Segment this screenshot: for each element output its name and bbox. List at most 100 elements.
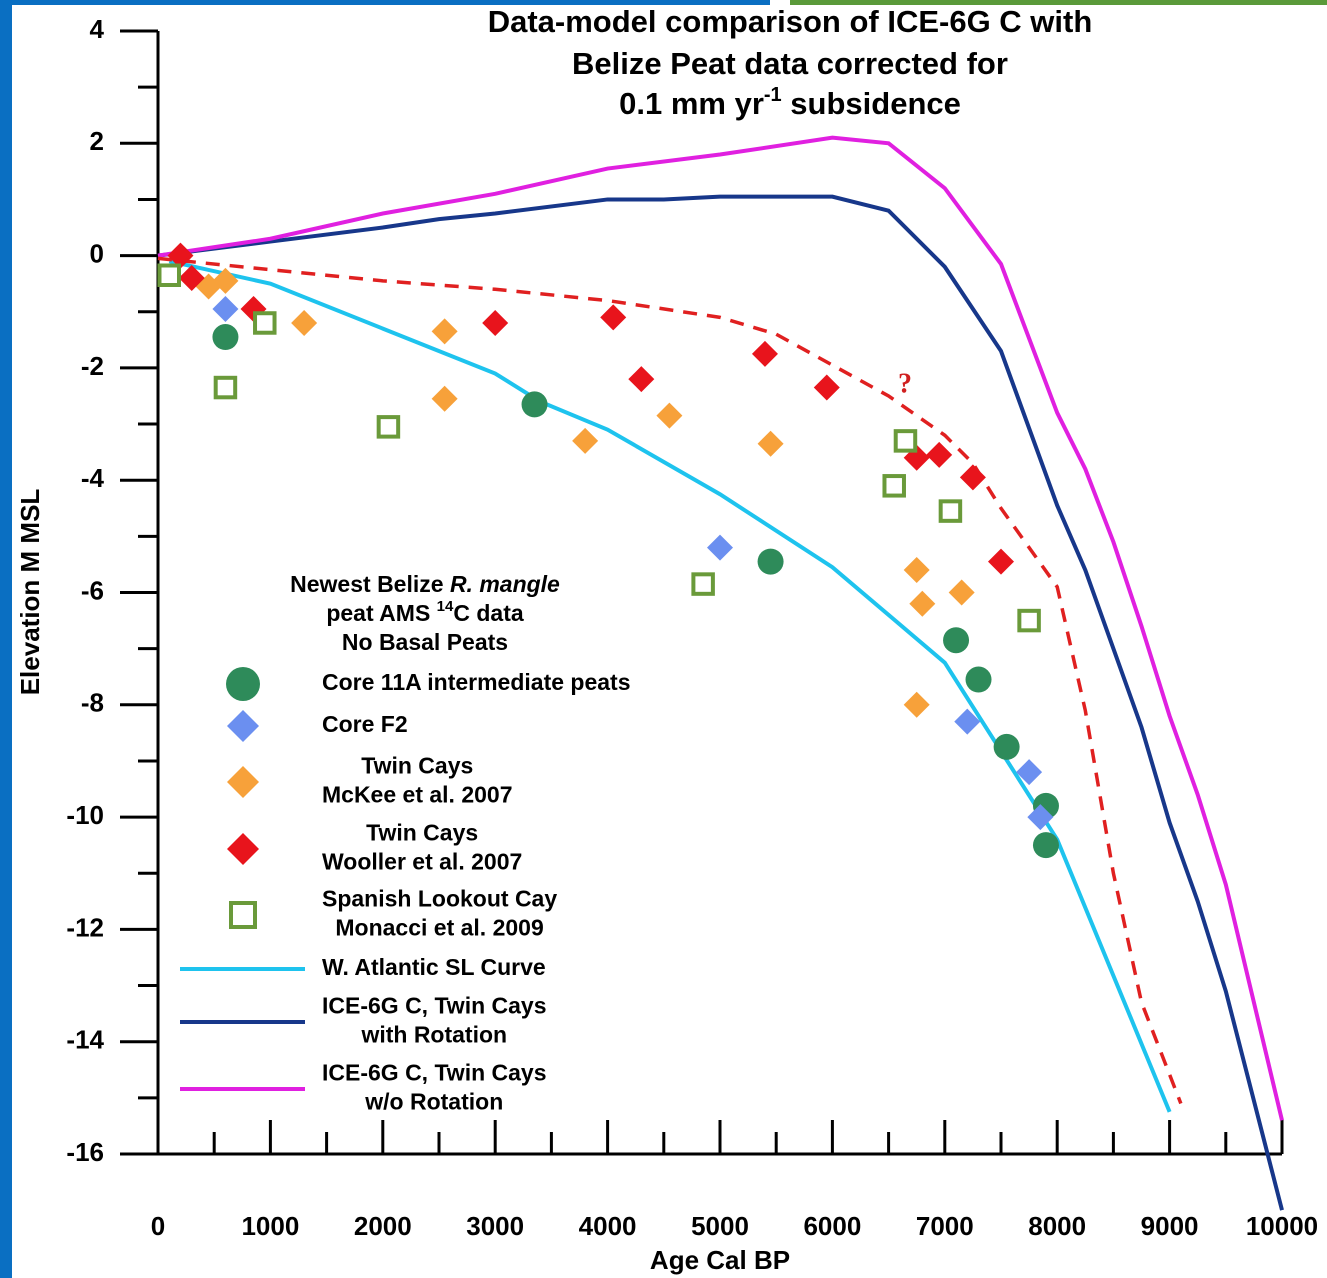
line bbox=[157, 194, 1284, 1211]
point bbox=[253, 311, 277, 335]
legend-label: ICE-6G C, Twin Cays bbox=[322, 1060, 547, 1086]
point bbox=[167, 242, 194, 269]
point bbox=[926, 441, 953, 468]
x-axis-label: Age Cal BP bbox=[650, 1245, 790, 1275]
point bbox=[227, 833, 259, 865]
legend-label: ICE-6G C, Twin Cays bbox=[322, 993, 547, 1019]
point bbox=[227, 710, 259, 742]
point bbox=[291, 309, 318, 336]
point bbox=[707, 534, 733, 561]
legend-title: No Basal Peats bbox=[342, 629, 508, 655]
y-tick-label: 0 bbox=[90, 238, 104, 268]
y-tick-label: -4 bbox=[81, 463, 105, 493]
legend-label: Core 11A intermediate peats bbox=[322, 669, 631, 695]
legend-title-part: 14 bbox=[437, 598, 454, 615]
point bbox=[903, 557, 930, 584]
point bbox=[226, 667, 260, 701]
y-tick-label: -6 bbox=[81, 575, 104, 605]
legend-title: Newest Belize R. mangle bbox=[290, 571, 560, 597]
title-part: -1 bbox=[764, 84, 782, 106]
point bbox=[757, 430, 784, 457]
point bbox=[965, 666, 992, 693]
dashed-line bbox=[157, 256, 1183, 1105]
y-tick-label: -16 bbox=[66, 1137, 104, 1167]
x-tick-label: 9000 bbox=[1141, 1211, 1199, 1241]
point bbox=[482, 309, 509, 336]
point bbox=[993, 733, 1020, 760]
legend-title-part: Newest Belize bbox=[290, 571, 450, 597]
point bbox=[909, 590, 936, 617]
top-band bbox=[0, 0, 770, 5]
x-tick-label: 2000 bbox=[354, 1211, 412, 1241]
point bbox=[227, 766, 259, 798]
point bbox=[431, 318, 458, 345]
legend-label: w/o Rotation bbox=[364, 1089, 503, 1115]
point bbox=[1016, 759, 1043, 786]
legend-label: McKee et al. 2007 bbox=[322, 782, 513, 808]
legend-label: Core F2 bbox=[322, 711, 408, 737]
point bbox=[943, 627, 970, 654]
point bbox=[213, 375, 238, 400]
point bbox=[903, 691, 930, 718]
point bbox=[988, 548, 1014, 575]
line bbox=[168, 259, 1172, 1113]
point bbox=[521, 391, 548, 418]
point bbox=[229, 901, 257, 929]
top-band-green bbox=[790, 0, 1327, 5]
chart-title: Belize Peat data corrected for bbox=[572, 46, 1008, 81]
legend-label: W. Atlantic SL Curve bbox=[322, 954, 546, 980]
line bbox=[157, 135, 1284, 1121]
y-tick-label: -10 bbox=[66, 800, 104, 830]
annotation: ? bbox=[898, 368, 912, 399]
point bbox=[212, 295, 239, 322]
legend-label: Spanish Lookout Cay bbox=[322, 886, 557, 912]
point bbox=[376, 415, 401, 439]
legend-label: Wooller et al. 2007 bbox=[322, 849, 522, 875]
y-tick-label: 2 bbox=[90, 126, 104, 156]
point bbox=[157, 263, 181, 288]
y-axis-label: Elevation M MSL bbox=[15, 489, 45, 696]
point bbox=[959, 464, 986, 491]
point bbox=[751, 340, 778, 367]
side-band bbox=[0, 0, 12, 1278]
x-tick-label: 10000 bbox=[1246, 1211, 1318, 1241]
x-tick-label: 6000 bbox=[803, 1211, 861, 1241]
point bbox=[1027, 804, 1054, 831]
point bbox=[757, 548, 784, 575]
point bbox=[212, 324, 239, 351]
legend-title-part: No Basal Peats bbox=[342, 629, 508, 655]
legend-title-part: C data bbox=[453, 600, 524, 626]
y-tick-label: 4 bbox=[90, 14, 105, 44]
chart-title: 0.1 mm yr-1 subsidence bbox=[619, 84, 961, 121]
chart-title: Data-model comparison of ICE-6G C with bbox=[488, 4, 1093, 39]
legend-label: with Rotation bbox=[360, 1022, 507, 1048]
x-tick-label: 0 bbox=[151, 1211, 165, 1241]
x-tick-label: 8000 bbox=[1028, 1211, 1086, 1241]
x-tick-label: 1000 bbox=[241, 1211, 299, 1241]
point bbox=[1032, 832, 1059, 859]
y-tick-label: -8 bbox=[81, 688, 104, 718]
legend-label: Twin Cays bbox=[366, 820, 478, 846]
point bbox=[572, 427, 599, 454]
point bbox=[628, 366, 655, 393]
y-tick-label: -2 bbox=[81, 351, 104, 381]
point bbox=[948, 579, 975, 606]
y-tick-label: -12 bbox=[66, 912, 104, 942]
legend-label: Monacci et al. 2009 bbox=[335, 915, 543, 941]
x-tick-label: 4000 bbox=[579, 1211, 637, 1241]
point bbox=[882, 474, 906, 498]
point bbox=[938, 499, 963, 523]
point bbox=[691, 572, 715, 596]
point bbox=[600, 304, 627, 331]
title-part: 0.1 mm yr bbox=[619, 86, 764, 121]
point bbox=[1017, 608, 1041, 633]
x-tick-label: 7000 bbox=[916, 1211, 974, 1241]
point bbox=[431, 385, 458, 412]
point bbox=[954, 708, 981, 735]
x-tick-label: 5000 bbox=[691, 1211, 749, 1241]
legend-title: peat AMS 14C data bbox=[326, 598, 524, 626]
point bbox=[656, 402, 683, 429]
point bbox=[893, 429, 918, 453]
